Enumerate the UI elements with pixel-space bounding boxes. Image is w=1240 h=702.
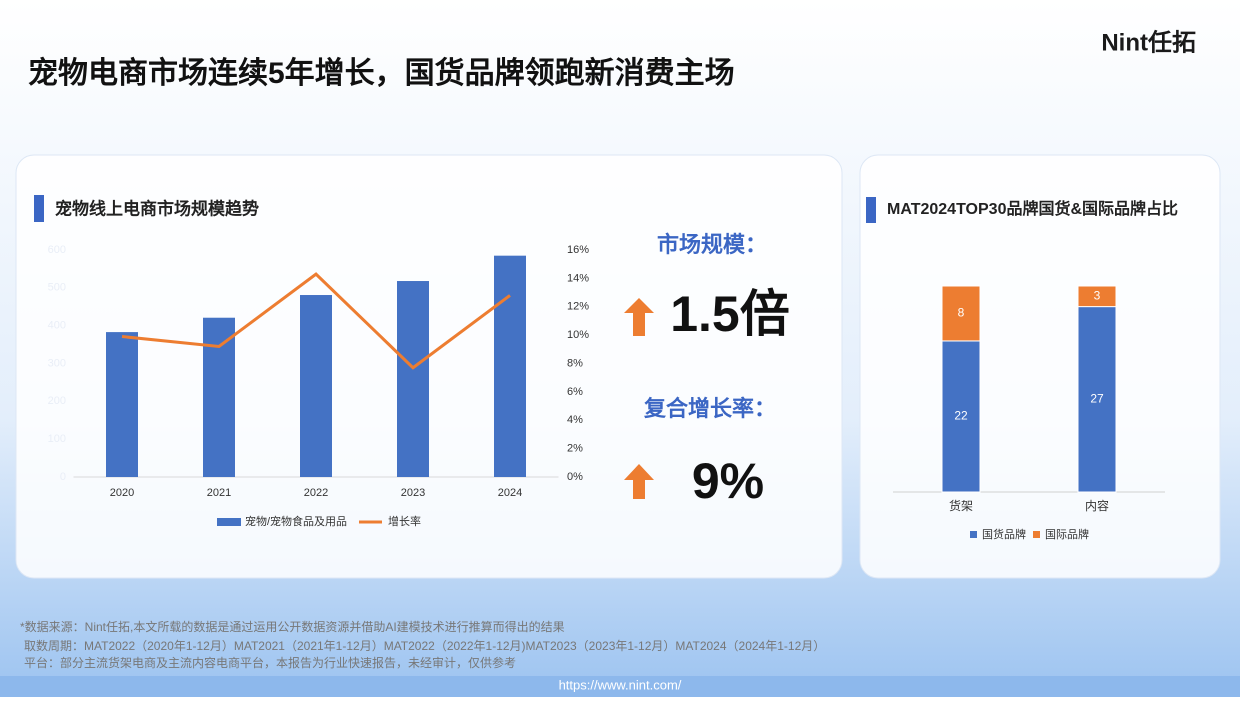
kpi-value: 9% bbox=[692, 453, 764, 509]
value-label: 22 bbox=[954, 409, 968, 423]
y-tick-label: 0 bbox=[60, 471, 66, 483]
legend-swatch bbox=[217, 518, 241, 526]
legend-swatch bbox=[970, 531, 977, 538]
bar-segment bbox=[1077, 285, 1117, 308]
legend-label: 增长率 bbox=[388, 514, 421, 528]
up-arrow bbox=[624, 298, 654, 336]
chart-title: MAT2024TOP30品牌国货&国际品牌占比 bbox=[887, 199, 1178, 218]
card bbox=[859, 154, 1221, 579]
x-tick-label: 2021 bbox=[207, 487, 231, 499]
card-marker bbox=[34, 195, 44, 222]
y2-tick-label: 2% bbox=[567, 443, 583, 455]
legend-swatch bbox=[1033, 531, 1040, 538]
y-tick-label: 100 bbox=[48, 433, 66, 445]
legend-label: 国货品牌 bbox=[982, 527, 1026, 541]
y2-tick-label: 0% bbox=[567, 471, 583, 483]
footnote: 取数周期：MAT2022（2020年1-12月）MAT2021（2021年1-1… bbox=[24, 638, 825, 653]
bar bbox=[397, 281, 429, 477]
x-tick-label: 货架 bbox=[949, 498, 973, 513]
card-marker bbox=[866, 197, 876, 223]
value-label: 3 bbox=[1094, 288, 1101, 302]
logo: Nint任拓 bbox=[1101, 28, 1196, 56]
x-tick-label: 2023 bbox=[401, 487, 425, 499]
y2-tick-label: 16% bbox=[567, 244, 589, 256]
y-tick-label: 200 bbox=[48, 395, 66, 407]
legend-label: 宠物/宠物食品及用品 bbox=[245, 514, 347, 528]
footer-bar bbox=[0, 676, 1240, 697]
bar bbox=[106, 332, 138, 477]
footnote: *数据来源：Nint任拓,本文所载的数据是通过运用公开数据资源并借助AI建模技术… bbox=[20, 619, 565, 634]
url[interactable]: https://www.nint.com/ bbox=[559, 677, 682, 692]
x-tick-label: 2024 bbox=[498, 487, 522, 499]
y-tick-label: 300 bbox=[48, 357, 66, 369]
footnote: 平台：部分主流货架电商及主流内容电商平台，本报告为行业快速报告，未经审计，仅供参… bbox=[24, 655, 516, 670]
bar-segment bbox=[941, 285, 981, 342]
kpi-value: 1.5倍 bbox=[670, 286, 790, 342]
x-tick-label: 2022 bbox=[304, 487, 328, 499]
bar bbox=[203, 317, 235, 477]
kpi-label: 市场规模： bbox=[657, 232, 767, 257]
bar bbox=[494, 255, 526, 477]
y2-tick-label: 8% bbox=[567, 357, 583, 369]
y2-tick-label: 4% bbox=[567, 414, 583, 426]
bar bbox=[300, 295, 332, 477]
kpi-label: 复合增长率： bbox=[643, 396, 776, 421]
legend-label: 国际品牌 bbox=[1045, 527, 1089, 541]
y-tick-label: 600 bbox=[48, 244, 66, 256]
y2-tick-label: 14% bbox=[567, 272, 589, 284]
up-arrow bbox=[624, 464, 654, 499]
x-tick-label: 内容 bbox=[1085, 498, 1109, 513]
y-tick-label: 500 bbox=[48, 282, 66, 294]
chart-title: 宠物线上电商市场规模趋势 bbox=[55, 198, 259, 218]
value-label: 8 bbox=[958, 306, 965, 320]
x-tick-label: 2020 bbox=[110, 487, 134, 499]
y2-tick-label: 6% bbox=[567, 386, 583, 398]
value-label: 27 bbox=[1090, 391, 1104, 405]
y2-tick-label: 10% bbox=[567, 329, 589, 341]
line bbox=[121, 272, 511, 370]
page-title: 宠物电商市场连续5年增长，国货品牌领跑新消费主场 bbox=[28, 56, 735, 90]
y-tick-label: 400 bbox=[48, 320, 66, 332]
y2-tick-label: 12% bbox=[567, 301, 589, 313]
